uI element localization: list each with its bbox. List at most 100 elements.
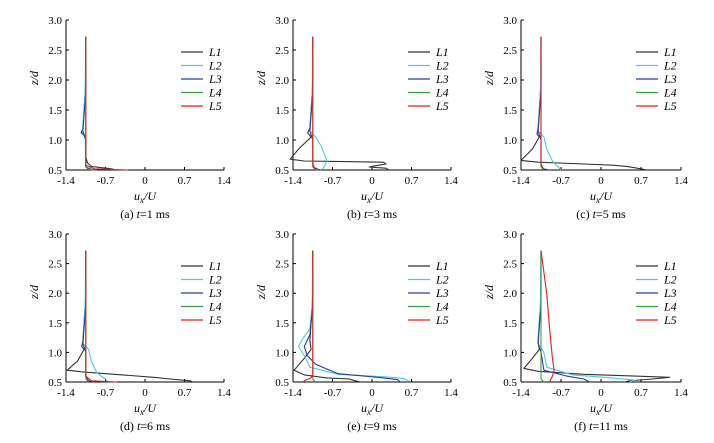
- y-tick-label: 2.5: [503, 259, 517, 271]
- x-axis-label-rest: /U: [143, 401, 157, 415]
- legend-label-l2: L2: [663, 273, 677, 287]
- x-tick-label: -0.7: [97, 175, 115, 187]
- x-axis-label: ux/U: [361, 401, 384, 417]
- x-tick-label: -1.4: [57, 387, 75, 399]
- y-tick-label: 0.5: [275, 377, 289, 389]
- x-axis-label-main: u: [590, 189, 596, 203]
- x-axis-label-sub: x: [595, 407, 600, 417]
- y-tick-label: 2.5: [48, 45, 62, 57]
- x-axis-label: ux/U: [134, 189, 157, 205]
- y-tick-label: 1.0: [275, 347, 289, 359]
- series-line-l2: [81, 36, 95, 171]
- y-tick-label: 1.0: [48, 135, 62, 147]
- x-tick-label: 1.4: [217, 387, 231, 399]
- chart-panel: 0.5 1.0 1.5 2.0 2.5 3.0 -1.4 -0.7 0 0.7 1.4 z/d ux/U…: [254, 229, 458, 433]
- y-axis-label: z/d: [482, 70, 496, 86]
- legend-label-l5: L5: [435, 313, 449, 327]
- series-line-l4: [85, 36, 95, 171]
- caption-label: (c): [576, 207, 592, 221]
- y-axis-label: z/d: [27, 284, 41, 300]
- y-axis-label: z/d: [254, 70, 268, 86]
- legend-label-l5: L5: [208, 99, 222, 113]
- legend-label-l4: L4: [435, 300, 449, 314]
- series-line-l1: [293, 250, 361, 383]
- x-tick-label: -1.4: [512, 175, 530, 187]
- x-axis-label: ux/U: [590, 401, 613, 417]
- y-axis-label: z/d: [27, 70, 41, 86]
- chart-panel: 0.5 1.0 1.5 2.0 2.5 3.0 -1.4 -0.7 0 0.7 1.4 z/d ux/U…: [254, 15, 458, 221]
- x-tick-label: 0: [598, 387, 604, 399]
- x-tick-label: 1.4: [217, 175, 231, 187]
- series-line-l5: [302, 250, 314, 383]
- x-axis-label-main: u: [134, 189, 140, 203]
- panel-caption: (c) t=5 ms: [576, 207, 626, 221]
- x-axis-label-main: u: [361, 401, 367, 415]
- y-tick-label: 1.5: [275, 318, 289, 330]
- series-line-l5: [312, 36, 317, 171]
- series-line-l2: [298, 250, 409, 382]
- caption-var: t: [364, 419, 368, 433]
- legend-label-l5: L5: [435, 99, 449, 113]
- x-tick-label: -0.7: [97, 387, 115, 399]
- legend-label-l4: L4: [663, 300, 677, 314]
- y-tick-label: 1.0: [275, 135, 289, 147]
- caption-var: t: [137, 419, 141, 433]
- series-line-l2: [82, 250, 109, 383]
- caption-label: (e): [347, 419, 363, 433]
- x-axis-label-rest: /U: [599, 189, 613, 203]
- series-line-l1: [289, 36, 390, 171]
- legend-label-l1: L1: [208, 45, 222, 59]
- caption-label: (a): [120, 207, 136, 221]
- x-axis-label: ux/U: [134, 401, 157, 417]
- x-tick-label: 0.7: [634, 387, 648, 399]
- x-tick-label: 0: [142, 387, 148, 399]
- x-axis-label: ux/U: [361, 189, 384, 205]
- legend-label-l2: L2: [435, 59, 449, 73]
- y-tick-label: 1.5: [275, 105, 289, 117]
- caption-var: t: [589, 419, 593, 433]
- y-tick-label: 1.0: [503, 347, 517, 359]
- y-tick-label: 2.5: [275, 259, 289, 271]
- y-tick-label: 2.5: [48, 259, 62, 271]
- x-tick-label: -0.7: [552, 175, 570, 187]
- x-tick-label: 1.4: [444, 387, 458, 399]
- y-tick-label: 0.5: [48, 377, 62, 389]
- x-tick-label: 0.7: [405, 175, 419, 187]
- x-tick-label: -1.4: [57, 175, 75, 187]
- y-tick-label: 2.0: [503, 75, 517, 87]
- x-axis-label-rest: /U: [143, 189, 157, 203]
- y-tick-label: 1.0: [503, 135, 517, 147]
- legend-label-l4: L4: [663, 86, 677, 100]
- legend-label-l2: L2: [208, 59, 222, 73]
- x-axis-label-sub: x: [595, 195, 600, 205]
- panel-caption: (d) t=6 ms: [120, 419, 170, 433]
- x-tick-label: 0.7: [178, 387, 192, 399]
- y-tick-label: 2.0: [48, 75, 62, 87]
- legend-label-l1: L1: [435, 259, 449, 273]
- x-tick-label: 0: [369, 387, 375, 399]
- y-axis-label: z/d: [254, 284, 268, 300]
- y-tick-label: 1.0: [48, 347, 62, 359]
- chart-panel: 0.5 1.0 1.5 2.0 2.5 3.0 -1.4 -0.7 0 0.7 1.4 z/d ux/U…: [27, 15, 231, 221]
- x-axis-label-sub: x: [139, 407, 144, 417]
- x-axis-label-sub: x: [366, 195, 371, 205]
- caption-var: t: [593, 207, 597, 221]
- legend-label-l1: L1: [208, 259, 222, 273]
- legend-label-l3: L3: [435, 72, 449, 86]
- x-tick-label: 0: [369, 175, 375, 187]
- x-axis-label: ux/U: [590, 189, 613, 205]
- y-tick-label: 2.0: [275, 288, 289, 300]
- caption-value: =5 ms: [596, 207, 626, 221]
- y-tick-label: 3.0: [275, 229, 289, 241]
- x-tick-label: -0.7: [552, 387, 570, 399]
- x-tick-label: -0.7: [324, 387, 342, 399]
- series-line-l5: [85, 250, 117, 383]
- x-tick-label: -1.4: [284, 387, 302, 399]
- series-line-l3: [82, 250, 95, 383]
- series-line-l1: [80, 36, 117, 171]
- x-tick-label: 1.4: [674, 387, 688, 399]
- x-axis-label-sub: x: [139, 195, 144, 205]
- x-axis-label-rest: /U: [370, 189, 384, 203]
- panel-caption: (f) t=11 ms: [574, 419, 628, 433]
